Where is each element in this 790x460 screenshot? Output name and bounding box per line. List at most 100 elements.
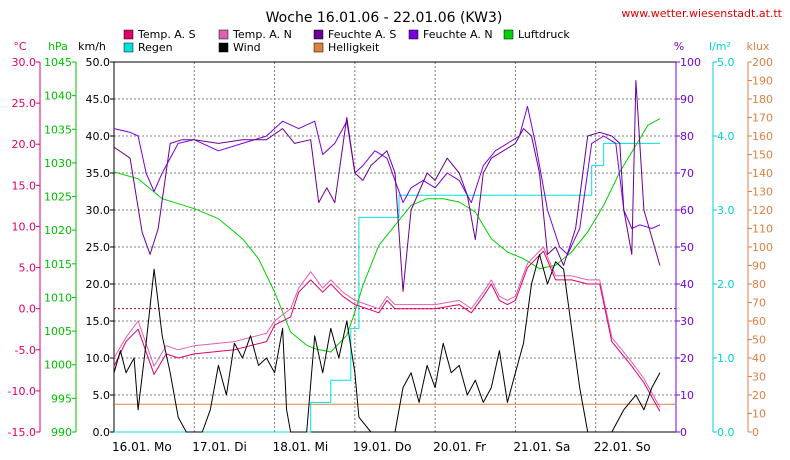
tick-label: -10.0	[8, 385, 36, 398]
series-feuchte-a-n	[113, 105, 661, 255]
tick-label: 180	[752, 93, 773, 106]
tick-label: 40	[680, 278, 694, 291]
tick-label: 80	[752, 278, 766, 291]
tick-label: 70	[752, 297, 766, 310]
tick-label: 15.0	[86, 315, 111, 328]
series-temp-a-n	[113, 246, 661, 408]
tick-label: 1040	[44, 90, 72, 103]
tick-label: 170	[752, 112, 773, 125]
tick-label: 0.0	[717, 426, 735, 439]
tick-label: 40.0	[86, 130, 111, 143]
tick-label: 990	[51, 426, 72, 439]
legend-swatch	[313, 29, 324, 40]
legend-swatch	[503, 29, 514, 40]
series-regen	[114, 142, 660, 433]
tick-label: 1005	[44, 325, 72, 338]
tick-label: 10	[680, 389, 694, 402]
tick-label: -15.0	[8, 426, 36, 439]
series-feuchte-a-s	[113, 80, 661, 292]
tick-label: 70	[680, 167, 694, 180]
series-wind	[113, 253, 661, 433]
tick-label: 30.0	[86, 204, 111, 217]
legend-label: Feuchte A. S	[328, 28, 396, 41]
axis-units: °C hPa km/h% l/m² klux	[13, 40, 770, 53]
tick-label: 1020	[44, 224, 72, 237]
tick-label: 80	[680, 130, 694, 143]
tick-label: 200	[752, 56, 773, 69]
tick-label: 5.0	[93, 389, 111, 402]
tick-label: 60	[680, 204, 694, 217]
tick-label: 3.0	[717, 204, 735, 217]
tick-label: 4.0	[717, 130, 735, 143]
x-tick-label: 16.01. Mo	[112, 440, 172, 454]
tick-label: 60	[752, 315, 766, 328]
source-url: www.wetter.wiesenstadt.at.tt	[621, 7, 782, 20]
tick-label: 1025	[44, 191, 72, 204]
tick-label: 10	[752, 408, 766, 421]
legend-swatch	[313, 42, 324, 53]
legend-label: Temp. A. N	[232, 28, 292, 41]
tick-label: 20	[752, 389, 766, 402]
tick-label: 1015	[44, 258, 72, 271]
tick-label: 25.0	[12, 97, 37, 110]
tick-label: 25.0	[86, 241, 111, 254]
x-tick-label: 18.01. Mi	[273, 440, 329, 454]
series-luftdruck	[113, 118, 661, 353]
tick-label: 100	[752, 241, 773, 254]
unit-label: l/m²	[709, 40, 731, 53]
tick-label: -5.0	[15, 344, 36, 357]
tick-label: 1010	[44, 291, 72, 304]
series-group	[113, 80, 676, 433]
tick-label: 50	[680, 241, 694, 254]
tick-label: 50	[752, 334, 766, 347]
legend-swatch	[408, 29, 419, 40]
tick-label: 0.0	[93, 426, 111, 439]
x-tick-label: 21.01. Sa	[513, 440, 570, 454]
legend-label: Helligkeit	[328, 41, 380, 54]
tick-label: 0	[680, 426, 687, 439]
tick-label: 30	[752, 371, 766, 384]
tick-label: 5.0	[19, 262, 37, 275]
unit-label: klux	[747, 40, 770, 53]
chart-title: Woche 16.01.06 - 22.01.06 (KW3)	[266, 10, 503, 26]
tick-label: 0	[752, 426, 759, 439]
tick-label: 40	[752, 352, 766, 365]
tick-label: 35.0	[86, 167, 111, 180]
tick-label: 50.0	[86, 56, 111, 69]
legend-swatch	[123, 42, 134, 53]
tick-label: 5.0	[717, 56, 735, 69]
tick-label: 995	[51, 392, 72, 405]
legend-swatch	[218, 42, 229, 53]
tick-label: 2.0	[717, 278, 735, 291]
legend-swatch	[218, 29, 229, 40]
tick-label: 90	[680, 93, 694, 106]
tick-label: 0.0	[19, 303, 37, 316]
tick-label: 150	[752, 149, 773, 162]
tick-label: 1.0	[717, 352, 735, 365]
tick-label: 15.0	[12, 179, 37, 192]
grid	[114, 62, 676, 432]
tick-label: 140	[752, 167, 773, 180]
legend-label: Luftdruck	[518, 28, 570, 41]
tick-label: 20.0	[86, 278, 111, 291]
tick-label: 1035	[44, 123, 72, 136]
legend-swatch	[123, 29, 134, 40]
tick-label: 30.0	[12, 56, 37, 69]
tick-label: 90	[752, 260, 766, 273]
x-tick-label: 17.01. Di	[192, 440, 247, 454]
tick-label: 20.0	[12, 138, 37, 151]
tick-label: 110	[752, 223, 773, 236]
tick-label: 190	[752, 75, 773, 88]
legend-label: Wind	[233, 41, 261, 54]
series-temp-a-s	[113, 250, 661, 412]
axes: 30.0 25.0 20.0 15.0 10.0 5.0 0.0 -5.0 -10.0 -15.0…	[8, 56, 773, 454]
tick-label: 1045	[44, 56, 72, 69]
legend-label: Regen	[138, 41, 173, 54]
legend: Temp. A. S Temp. A. N Feuchte A. S Feuchte …	[123, 28, 570, 54]
tick-label: 120	[752, 204, 773, 217]
tick-label: 1000	[44, 359, 72, 372]
tick-label: 100	[680, 56, 701, 69]
unit-label: %	[674, 40, 684, 53]
tick-label: 160	[752, 130, 773, 143]
legend-label: Temp. A. S	[137, 28, 196, 41]
